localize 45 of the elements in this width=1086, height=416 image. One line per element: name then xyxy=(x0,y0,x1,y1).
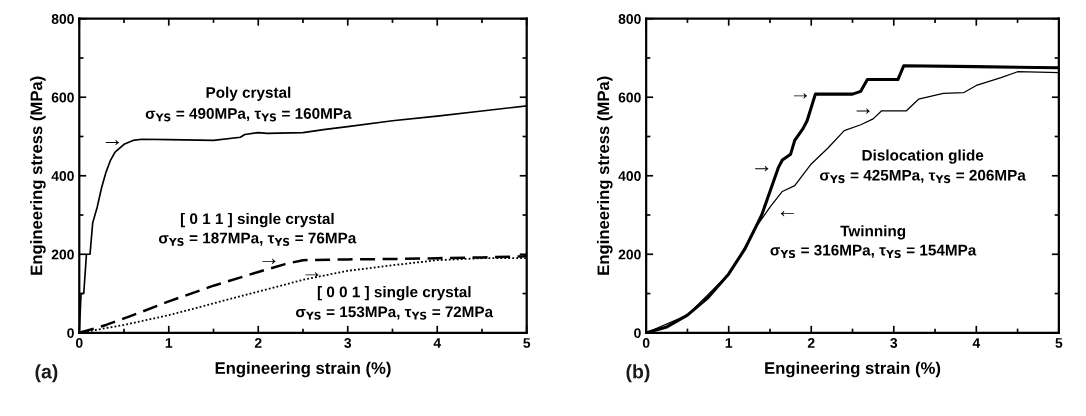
x-tick-label: 1 xyxy=(725,338,733,348)
y-tick-label: 200 xyxy=(51,249,74,260)
annotation: ← xyxy=(780,211,794,217)
y-tick-label: 600 xyxy=(51,92,74,103)
text: (b) xyxy=(626,364,650,383)
y-tick-label: 800 xyxy=(618,14,641,24)
y-tick-label: 200 xyxy=(618,249,641,260)
annotation: → xyxy=(262,258,276,264)
x-tick-label: 4 xyxy=(972,338,981,348)
x-tick-label: 1 xyxy=(165,338,173,348)
annotation: [ 0 0 1 ] single crystal xyxy=(317,286,471,301)
annotation: σ$_{YS}$ = 490MPa, τ$_{YS}$ = 160MPa xyxy=(145,108,352,122)
x-tick-label: 2 xyxy=(807,338,815,348)
y-tick-label: 400 xyxy=(618,171,641,181)
annotation: σ$_{YS}$ = 153MPa, τ$_{YS}$ = 72MPa xyxy=(296,306,494,320)
text: (a) xyxy=(35,364,58,383)
x-axis-title: Engineering strain (%) xyxy=(765,361,941,378)
x-tick-label: 3 xyxy=(890,338,898,348)
x-tick-label: 4 xyxy=(433,338,442,348)
x-tick-label: 2 xyxy=(254,338,262,348)
x-axis-title: Engineering strain (%) xyxy=(215,361,391,378)
x-tick-label: 3 xyxy=(344,338,352,348)
y-axis-title: Engineering stress (MPa) xyxy=(596,76,613,275)
annotation: [ 0 1 1 ] single crystal xyxy=(180,212,334,228)
x-tick-label: 0 xyxy=(642,338,650,348)
annotation: Dislocation glide xyxy=(862,149,984,164)
annotation: → xyxy=(793,93,808,99)
annotation: → xyxy=(755,166,769,172)
y-tick-label: 600 xyxy=(618,92,641,103)
y-tick-label: 800 xyxy=(51,14,74,24)
x-tick-label: 5 xyxy=(523,338,531,348)
y-tick-label: 0 xyxy=(67,328,74,338)
annotation: → xyxy=(105,139,119,146)
x-tick-label: 5 xyxy=(1055,338,1063,348)
annotation: σ$_{YS}$ = 187MPa, τ$_{YS}$ = 76MPa xyxy=(158,232,357,246)
annotation: Poly crystal xyxy=(206,86,291,101)
annotation: → xyxy=(305,272,319,278)
y-tick-label: 400 xyxy=(51,171,74,181)
annotation: Twinning xyxy=(840,225,906,240)
annotation: σ$_{YS}$ = 316MPa, τ$_{YS}$ = 154MPa xyxy=(770,244,977,259)
y-axis-title: Engineering stress (MPa) xyxy=(30,76,46,275)
x-tick-label: 0 xyxy=(75,338,83,348)
y-tick-label: 0 xyxy=(634,328,641,338)
annotation: σ$_{YS}$ = 425MPa, τ$_{YS}$ = 206MPa xyxy=(819,169,1026,184)
annotation: → xyxy=(856,108,870,114)
